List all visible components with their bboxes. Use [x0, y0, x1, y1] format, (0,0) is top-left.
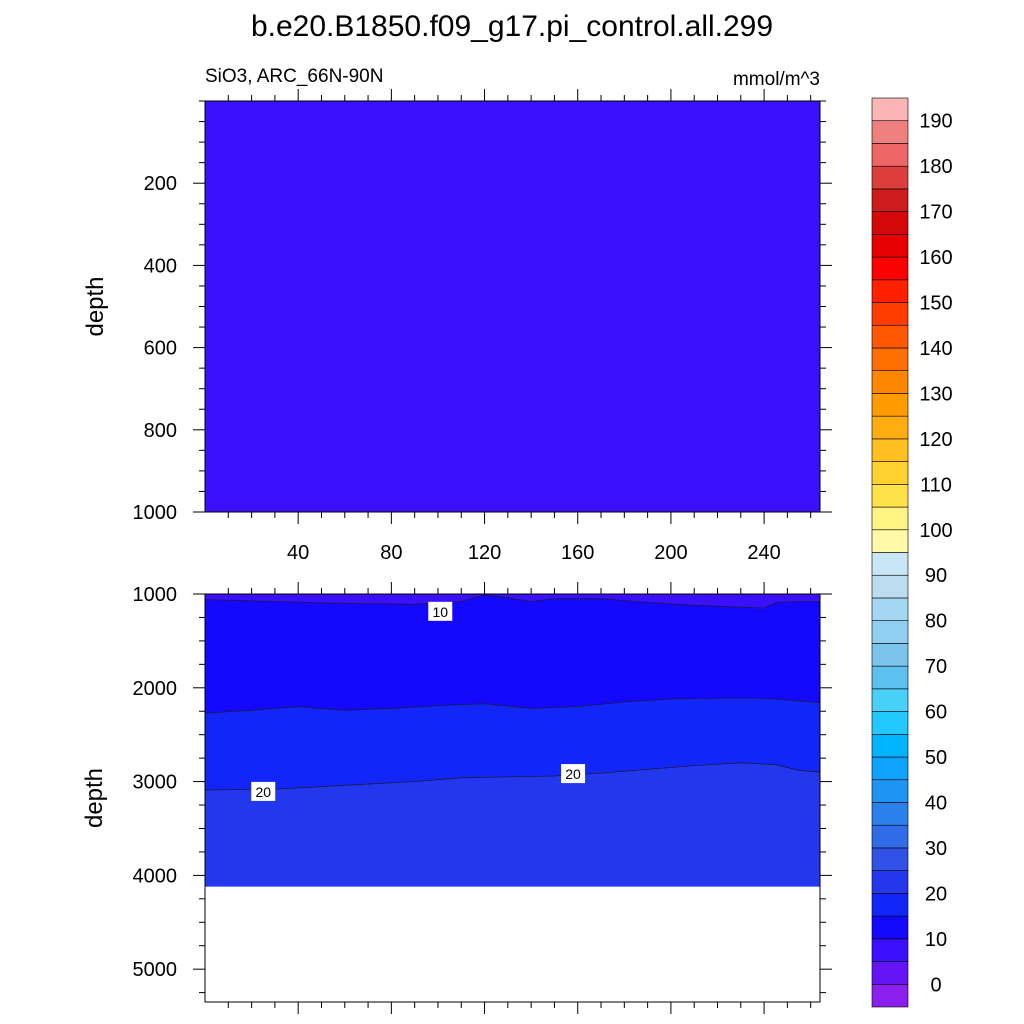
- contour-fill-band: [205, 594, 820, 714]
- colorbar-tick-label: 20: [925, 883, 947, 905]
- colorbar-swatch: [871, 802, 909, 826]
- colorbar-swatch: [871, 711, 909, 735]
- contour-label-box: [251, 781, 276, 801]
- figure-title: b.e20.B1850.f09_g17.pi_control.all.299: [251, 10, 773, 43]
- colorbar-tick-label: 110: [920, 474, 952, 496]
- colorbar-swatch: [871, 915, 909, 940]
- colorbar-swatch: [871, 415, 909, 440]
- colorbar-swatch: [871, 461, 909, 485]
- colorbar-swatch: [871, 847, 909, 871]
- colorbar-swatch: [871, 665, 909, 690]
- colorbar-swatch: [871, 529, 909, 553]
- colorbar-swatch: [871, 597, 909, 621]
- contour-label-box: [428, 601, 453, 621]
- colorbar-tick-label: 180: [919, 156, 952, 178]
- colorbar-tick-label: 90: [925, 565, 947, 587]
- x-tick-label: 200: [654, 542, 687, 564]
- colorbar-tick-label: 140: [919, 338, 952, 360]
- colorbar-swatch: [871, 688, 909, 712]
- panel-subtitle-right: mmol/m^3: [733, 69, 820, 90]
- colorbar-swatch: [871, 302, 909, 326]
- upper-panel: 200 400 600 800 1000 40 80 120 160 200 240 depth: [82, 89, 832, 564]
- colorbar-swatch: [871, 188, 909, 212]
- colorbar-swatch: [871, 620, 909, 644]
- y-tick-label: 800: [144, 420, 177, 442]
- contour-fill-band: [205, 101, 820, 512]
- colorbar-swatch: [871, 324, 909, 349]
- contour-label: 20: [255, 784, 271, 800]
- x-tick-label: 80: [380, 542, 402, 564]
- colorbar-tick-label: 0: [930, 974, 941, 996]
- colorbar-swatch: [871, 484, 909, 508]
- colorbar-swatch: [871, 643, 909, 667]
- colorbar-swatch: [871, 279, 909, 303]
- colorbar-tick-label: 160: [919, 247, 952, 269]
- colorbar-swatch: [871, 211, 909, 235]
- y-tick-label: 1000: [133, 502, 178, 524]
- colorbar-swatch: [871, 893, 909, 917]
- contour-label: 10: [432, 604, 448, 620]
- colorbar-swatch: [871, 165, 909, 190]
- colorbar-tick-label: 40: [925, 792, 947, 814]
- colorbar-swatch: [871, 552, 909, 576]
- colorbar-swatch: [871, 120, 909, 144]
- y-tick-label: 600: [144, 338, 177, 360]
- y-tick-label: 4000: [133, 865, 178, 887]
- colorbar-tick-label: 80: [925, 611, 947, 633]
- y-axis-label: depth: [82, 276, 109, 336]
- contour-fill-band: [205, 594, 820, 609]
- y-tick-label: 400: [144, 255, 177, 277]
- colorbar-tick-label: 190: [919, 111, 952, 133]
- contour-label-box: [561, 764, 586, 784]
- colorbar-swatch: [871, 756, 909, 781]
- colorbar-swatch: [871, 256, 909, 281]
- plot-frame: [204, 593, 821, 1003]
- colorbar-tick-label: 130: [919, 383, 952, 405]
- contour-fill-band: [205, 762, 820, 887]
- colorbar-swatch: [871, 143, 909, 167]
- colorbar-swatch: [871, 234, 909, 258]
- contour-fill-band: [205, 698, 820, 790]
- colorbar-tick-label: 30: [925, 838, 947, 860]
- contour-line: [204, 697, 821, 714]
- colorbar-swatch: [871, 438, 909, 462]
- colorbar-swatch: [871, 733, 909, 758]
- colorbar: 0 10 20 30 40 50 60 70 80 90 100 110 120 130 140 150 160…: [871, 97, 953, 1008]
- colorbar-tick-label: 170: [919, 202, 952, 224]
- colorbar-swatch: [871, 983, 909, 1008]
- x-tick-label: 40: [287, 542, 309, 564]
- colorbar-swatch: [871, 779, 909, 803]
- colorbar-tick-label: 50: [925, 747, 947, 769]
- colorbar-swatch: [871, 393, 909, 417]
- colorbar-swatch: [871, 370, 909, 394]
- colorbar-swatch: [871, 938, 909, 962]
- y-tick-label: 200: [144, 173, 177, 195]
- colorbar-tick-label: 70: [925, 656, 947, 678]
- colorbar-swatch: [871, 506, 909, 531]
- colorbar-swatch: [871, 961, 909, 985]
- x-tick-label: 160: [561, 542, 594, 564]
- colorbar-tick-label: 10: [925, 929, 947, 951]
- colorbar-tick-label: 100: [919, 520, 952, 542]
- y-tick-label: 5000: [133, 959, 178, 981]
- colorbar-swatch: [871, 574, 909, 599]
- contour-line: [204, 594, 820, 609]
- y-axis-label: depth: [81, 768, 108, 828]
- colorbar-swatch: [871, 870, 909, 894]
- x-tick-label: 240: [747, 542, 780, 564]
- colorbar-swatch: [871, 97, 909, 122]
- lower-panel: 10 20 20 1000 2000 3000 4000 5000 depth: [81, 582, 832, 1014]
- panel-subtitle-left: SiO3, ARC_66N-90N: [205, 66, 383, 87]
- y-tick-label: 2000: [133, 678, 178, 700]
- colorbar-tick-label: 60: [925, 702, 947, 724]
- x-tick-label: 120: [468, 542, 501, 564]
- colorbar-swatch: [871, 347, 909, 372]
- y-tick-label: 3000: [133, 772, 178, 794]
- contour-label: 20: [565, 766, 581, 782]
- colorbar-tick-label: 120: [919, 429, 952, 451]
- colorbar-tick-label: 150: [919, 293, 952, 315]
- colorbar-swatch: [871, 824, 909, 849]
- y-tick-label: 1000: [133, 584, 178, 606]
